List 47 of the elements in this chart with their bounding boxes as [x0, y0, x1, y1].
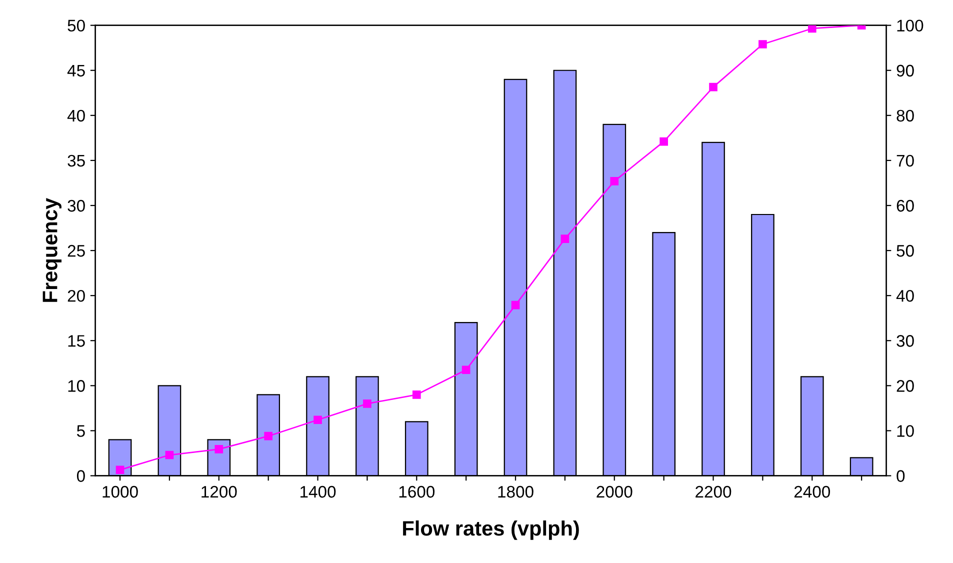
- point: [165, 450, 174, 460]
- y-tick-label: 40: [67, 110, 85, 122]
- point: [214, 444, 224, 454]
- y2-tick-label: 30: [896, 335, 914, 347]
- y-tick-label: 35: [68, 154, 85, 167]
- y-tick-label: 5: [76, 425, 85, 437]
- point: [264, 432, 272, 440]
- y2-tick-label: 90: [896, 64, 914, 77]
- point: [709, 82, 718, 92]
- y2-tick-label: 40: [896, 290, 914, 302]
- x-axis-title: Flow rates (vplph): [403, 520, 579, 540]
- y-tick-label: 50: [68, 20, 85, 32]
- point: [660, 137, 668, 146]
- x-tick-label: 2000: [596, 486, 632, 498]
- x-tick-label: 2200: [696, 486, 732, 498]
- y2-tick-label: 70: [896, 154, 914, 167]
- point: [314, 416, 322, 424]
- x-tick-label: 1600: [399, 486, 435, 498]
- x-tick-label: 1200: [202, 486, 237, 498]
- point: [610, 177, 619, 186]
- y2-tick-label: 10: [897, 425, 914, 437]
- point: [412, 390, 421, 399]
- point: [363, 400, 372, 408]
- y-tick-label: 0: [76, 470, 85, 482]
- y-axis-title: Frequency: [42, 198, 62, 302]
- y-tick-label: 25: [68, 244, 85, 257]
- x-tick-label: 1400: [300, 486, 336, 498]
- y-tick-label: 45: [67, 64, 85, 77]
- point: [560, 234, 570, 243]
- y2-tick-label: 80: [896, 110, 914, 122]
- y2-tick-label: 60: [896, 200, 914, 212]
- y2-tick-label: 20: [896, 380, 914, 392]
- x-tick-label: 1000: [102, 486, 138, 498]
- y2-tick-label: 0: [896, 470, 905, 482]
- y-tick-label: 30: [68, 200, 85, 212]
- y-tick-label: 15: [68, 335, 85, 347]
- y-tick-label: 20: [68, 290, 85, 302]
- x-tick-label: 2400: [794, 486, 830, 498]
- y2-tick-label: 100: [897, 20, 924, 32]
- x-tick-label: 1800: [498, 486, 534, 498]
- y2-tick-label: 50: [896, 244, 914, 257]
- y-tick-label: 10: [68, 380, 85, 392]
- point: [116, 466, 124, 474]
- point: [511, 300, 520, 310]
- point: [758, 40, 767, 48]
- point: [462, 366, 470, 374]
- point: [808, 25, 816, 33]
